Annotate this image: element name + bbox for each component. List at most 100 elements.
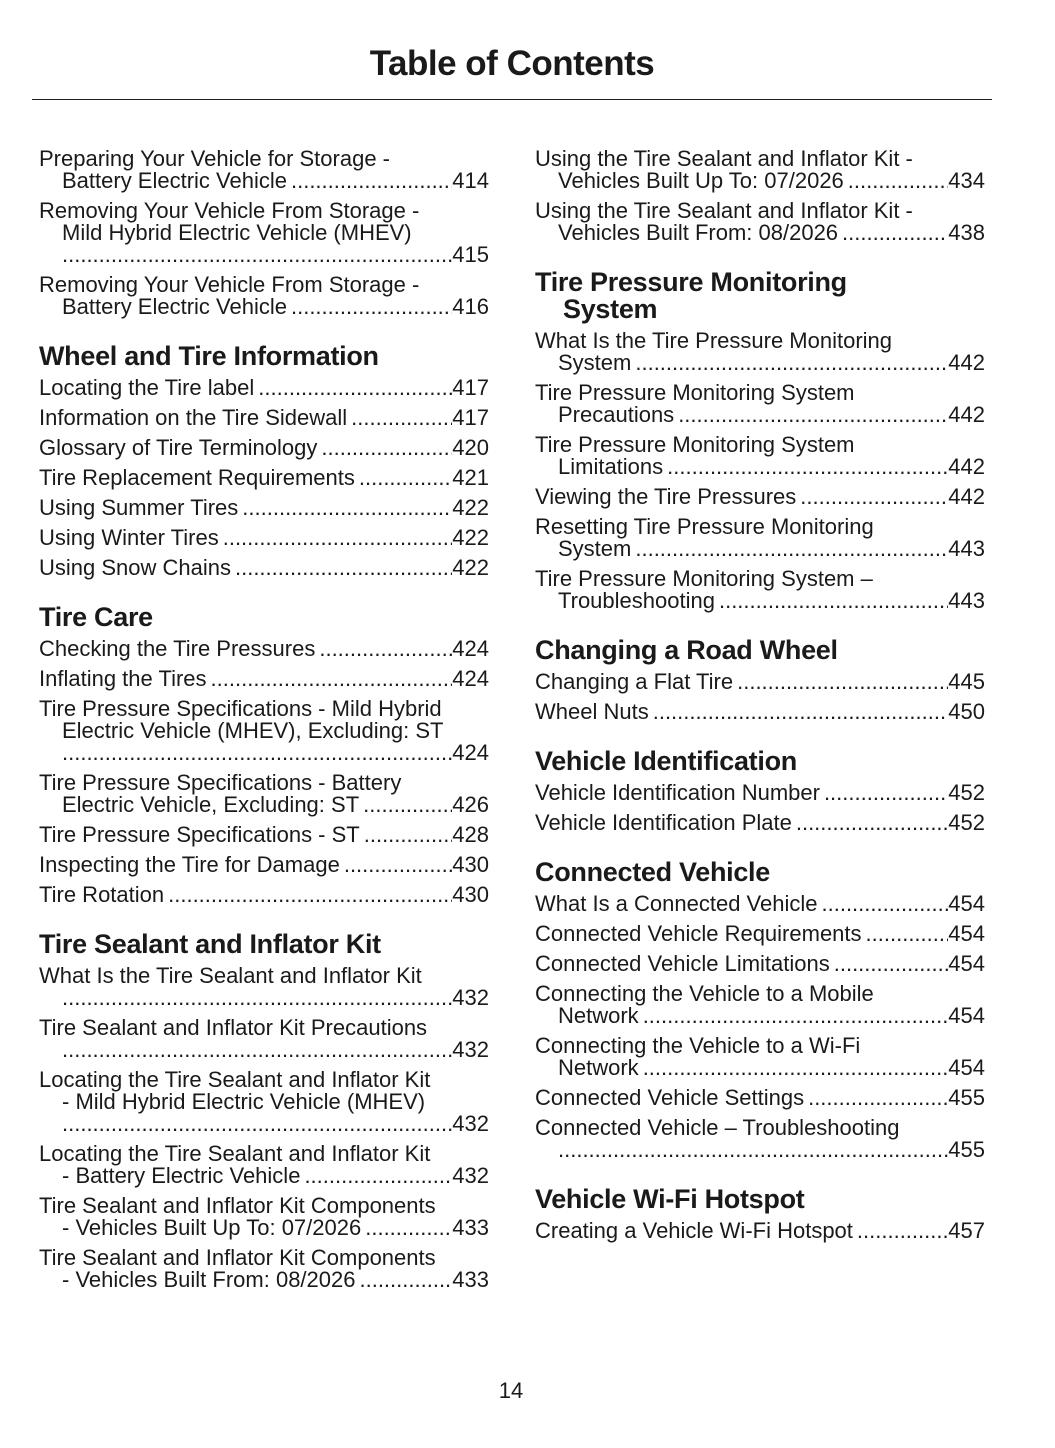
entry-page-number: 450 <box>948 699 985 724</box>
entry-title: Tire Pressure Monitoring System <box>535 432 855 457</box>
toc-entry-link[interactable]: Connecting the Vehicle to a Wi-Fi Network… <box>535 1035 985 1079</box>
toc-entry-link[interactable]: Removing Your Vehicle From Storage - Batt… <box>39 274 489 318</box>
dot-leader <box>242 497 452 519</box>
section-heading: Tire Care <box>39 604 489 631</box>
dot-leader <box>653 701 949 723</box>
toc-entry-link[interactable]: Wheel Nuts 450 <box>535 701 985 723</box>
entry-page-number: 421 <box>452 465 489 490</box>
entry-line: Tire Rotation 430 <box>39 884 489 906</box>
toc-entry-link[interactable]: Connected Vehicle Requirements 454 <box>535 923 985 945</box>
dot-leader <box>321 437 452 459</box>
toc-entry-link[interactable]: Connected Vehicle – Troubleshooting 455 <box>535 1117 985 1161</box>
dot-leader <box>359 1269 452 1291</box>
toc-entry-link[interactable]: What Is the Tire Sealant and Inflator Ki… <box>39 965 489 1009</box>
entry-page-number: 422 <box>452 555 489 580</box>
entry-title: Tire Sealant and Inflator Kit Precaution… <box>39 1015 428 1040</box>
toc-entry-link[interactable]: Viewing the Tire Pressures 442 <box>535 486 985 508</box>
dot-leader <box>344 854 452 876</box>
entry-title: Changing a Flat Tire <box>535 669 734 694</box>
entry-line: Connected Vehicle Settings 455 <box>535 1087 985 1109</box>
toc-entry-link[interactable]: Tire Sealant and Inflator Kit Components… <box>39 1247 489 1291</box>
toc-entry-link[interactable]: Connected Vehicle Settings 455 <box>535 1087 985 1109</box>
toc-entry-link[interactable]: Tire Pressure Monitoring System Limitatio… <box>535 434 985 478</box>
entry-title: Using Snow Chains <box>39 555 231 580</box>
toc-section: Tire Sealant and Inflator Kit What Is the… <box>39 931 489 1291</box>
dot-leader <box>635 538 948 560</box>
entry-line: Inspecting the Tire for Damage 430 <box>39 854 489 876</box>
toc-entry-link[interactable]: Tire Rotation 430 <box>39 884 489 906</box>
entry-title: Tire Pressure Specifications - Mild Hybr… <box>39 696 442 721</box>
toc-entry-link[interactable]: Tire Pressure Specifications - Mild Hybr… <box>39 698 489 764</box>
toc-entry-link[interactable]: Locating the Tire Sealant and Inflator K… <box>39 1143 489 1187</box>
entry-title: Creating a Vehicle Wi-Fi Hotspot <box>535 1218 853 1243</box>
dot-leader <box>62 1039 452 1061</box>
toc-entry-link[interactable]: Vehicle Identification Number 452 <box>535 782 985 804</box>
toc-entry-link[interactable]: Using the Tire Sealant and Inflator Kit … <box>535 148 985 192</box>
entry-line: System 442 <box>535 352 985 374</box>
toc-entry-link[interactable]: Changing a Flat Tire 445 <box>535 671 985 693</box>
toc-entry-link[interactable]: Checking the Tire Pressures 424 <box>39 638 489 660</box>
toc-entry-link[interactable]: Tire Pressure Specifications - ST 428 <box>39 824 489 846</box>
toc-entry-link[interactable]: Connected Vehicle Limitations 454 <box>535 953 985 975</box>
entry-page-number: 442 <box>948 402 985 427</box>
toc-entry-link[interactable]: Creating a Vehicle Wi-Fi Hotspot 457 <box>535 1220 985 1242</box>
toc-entry-link[interactable]: Preparing Your Vehicle for Storage - Batt… <box>39 148 489 192</box>
entry-page-number: 454 <box>948 921 985 946</box>
title-divider <box>32 99 992 100</box>
dot-leader <box>359 467 452 489</box>
entry-title: Vehicle Identification Plate <box>535 810 792 835</box>
entry-page-number: 432 <box>452 1111 489 1136</box>
dot-leader <box>643 1005 949 1027</box>
entry-line: 432 <box>39 1113 489 1135</box>
toc-entry-link[interactable]: Inspecting the Tire for Damage 430 <box>39 854 489 876</box>
toc-entry-link[interactable]: Using Winter Tires 422 <box>39 527 489 549</box>
entry-title: Resetting Tire Pressure Monitoring <box>535 514 874 539</box>
dot-leader <box>719 590 948 612</box>
toc-entry-link[interactable]: Removing Your Vehicle From Storage - Mild… <box>39 200 489 266</box>
entry-page-number: 454 <box>948 1055 985 1080</box>
entry-line: Vehicles Built Up To: 07/2026 434 <box>535 170 985 192</box>
entry-title: Wheel Nuts <box>535 699 649 724</box>
toc-entry-link[interactable]: Tire Sealant and Inflator Kit Precaution… <box>39 1017 489 1061</box>
entry-title: Using Winter Tires <box>39 525 219 550</box>
toc-entry-link[interactable]: Tire Sealant and Inflator Kit Components… <box>39 1195 489 1239</box>
toc-entry-link[interactable]: Using the Tire Sealant and Inflator Kit … <box>535 200 985 244</box>
entry-line: Network 454 <box>535 1005 985 1027</box>
toc-entry-link[interactable]: What Is a Connected Vehicle 454 <box>535 893 985 915</box>
entry-page-number: 424 <box>452 740 489 765</box>
entry-line: Glossary of Tire Terminology 420 <box>39 437 489 459</box>
toc-entry-link[interactable]: Tire Pressure Monitoring System – Trouble… <box>535 568 985 612</box>
entry-line: Battery Electric Vehicle 414 <box>39 170 489 192</box>
toc-entry-link[interactable]: Using Summer Tires 422 <box>39 497 489 519</box>
toc-entry-link[interactable]: Resetting Tire Pressure Monitoring System… <box>535 516 985 560</box>
toc-entry-link[interactable]: Locating the Tire Sealant and Inflator K… <box>39 1069 489 1135</box>
entry-page-number: 452 <box>948 810 985 835</box>
section-heading: Vehicle Identification <box>535 748 985 775</box>
entry-page-number: 452 <box>948 780 985 805</box>
toc-entry-link[interactable]: Information on the Tire Sidewall 417 <box>39 407 489 429</box>
entry-title: What Is a Connected Vehicle <box>535 891 818 916</box>
entry-page-number: 454 <box>948 891 985 916</box>
heading-line: Wheel and Tire Information <box>39 341 379 371</box>
entry-title: Tire Replacement Requirements <box>39 465 355 490</box>
toc-entry-link[interactable]: Tire Replacement Requirements 421 <box>39 467 489 489</box>
entry-title: Battery Electric Vehicle <box>62 168 287 193</box>
entry-line: What Is a Connected Vehicle 454 <box>535 893 985 915</box>
dot-leader <box>223 527 453 549</box>
toc-entry-link[interactable]: What Is the Tire Pressure Monitoring Syst… <box>535 330 985 374</box>
toc-entry-link[interactable]: Using Snow Chains 422 <box>39 557 489 579</box>
toc-entry-link[interactable]: Connecting the Vehicle to a Mobile Networ… <box>535 983 985 1027</box>
toc-entry-link[interactable]: Vehicle Identification Plate 452 <box>535 812 985 834</box>
toc-entry-link[interactable]: Inflating the Tires 424 <box>39 668 489 690</box>
entry-line: 424 <box>39 742 489 764</box>
page-number: 14 <box>498 1378 524 1403</box>
toc-entry-link[interactable]: Glossary of Tire Terminology 420 <box>39 437 489 459</box>
toc-entry-link[interactable]: Locating the Tire label 417 <box>39 377 489 399</box>
toc-entry-link[interactable]: Tire Pressure Monitoring System Precautio… <box>535 382 985 426</box>
toc-entry-link[interactable]: Tire Pressure Specifications - Battery El… <box>39 772 489 816</box>
dot-leader <box>304 1165 452 1187</box>
entry-title: Tire Sealant and Inflator Kit Components <box>39 1245 436 1270</box>
entry-title: Connected Vehicle – Troubleshooting <box>535 1115 900 1140</box>
entry-line: Information on the Tire Sidewall 417 <box>39 407 489 429</box>
toc-column-left: Preparing Your Vehicle for Storage - Batt… <box>39 148 489 1316</box>
